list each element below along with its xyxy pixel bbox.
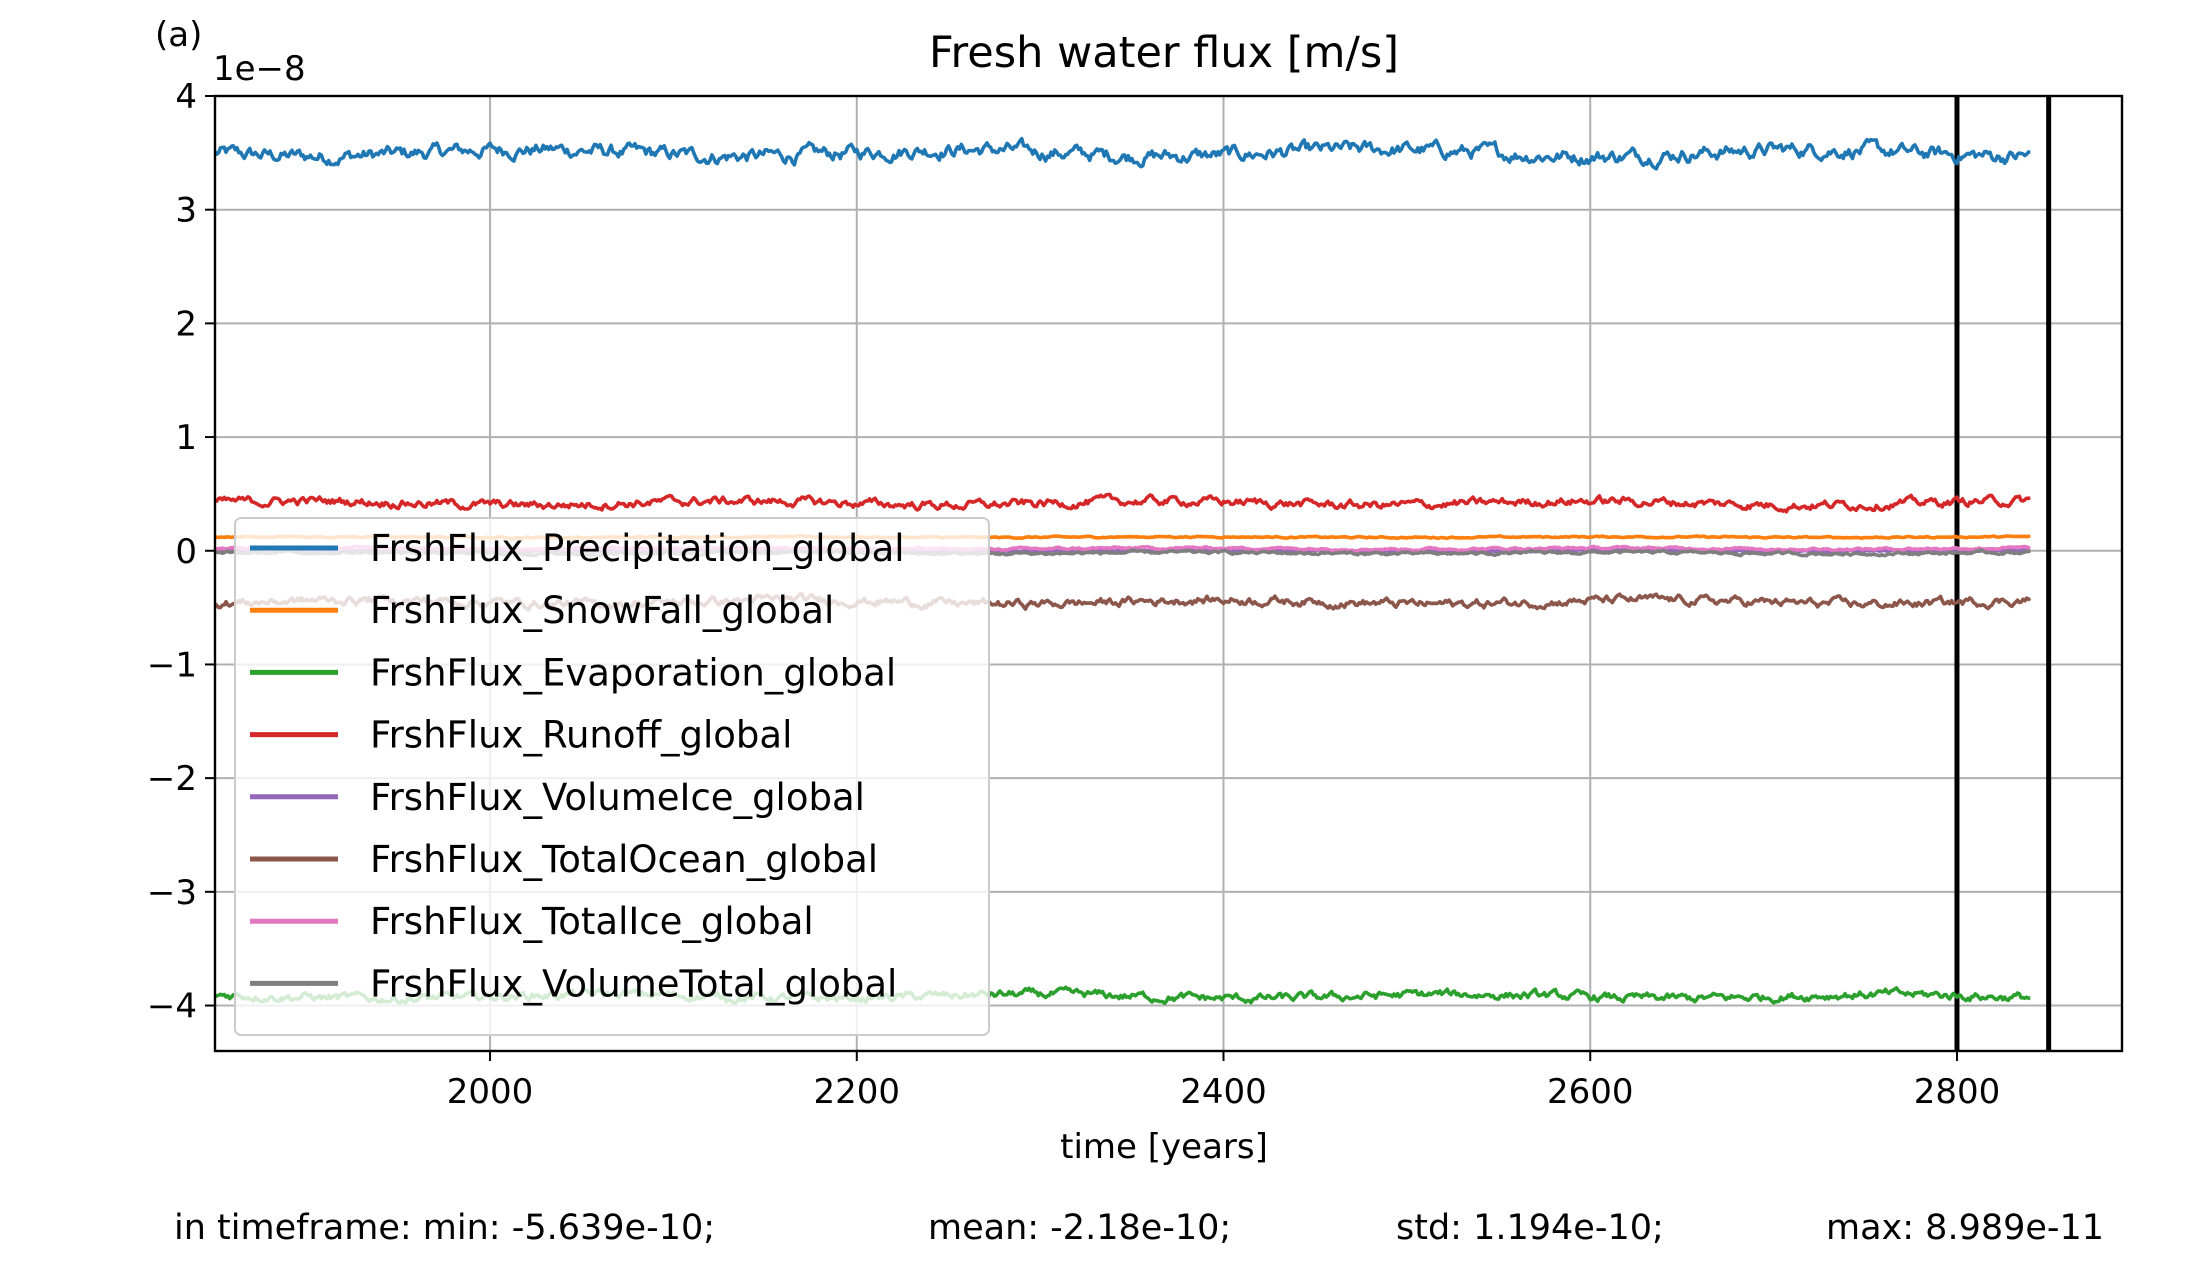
x-axis-ticks: 2000 2200 2400 2600 2800	[447, 1051, 2000, 1112]
y-axis-ticks: −4 −3 −2 −1 0 1 2 3 4	[147, 77, 215, 1027]
series-line	[213, 136, 2031, 171]
legend-box	[234, 517, 990, 1036]
stats-mean: mean: -2.18e-10;	[928, 1208, 1232, 1248]
legend-label: FrshFlux_SnowFall_global	[370, 589, 834, 632]
plot-area-frame	[213, 94, 2124, 1053]
y-tick-label: −2	[147, 759, 197, 799]
statistics-footer: in timeframe: min: -5.639e-10; mean: -2.…	[0, 1208, 2196, 1258]
stats-std: std: 1.194e-10;	[1396, 1208, 1664, 1248]
legend-label: FrshFlux_TotalOcean_global	[370, 838, 878, 881]
legend-label: FrshFlux_Precipitation_global	[370, 527, 905, 570]
y-tick-label: 4	[175, 77, 197, 117]
stats-max: max: 8.989e-11	[1826, 1208, 2105, 1248]
y-tick-label: −3	[147, 873, 197, 913]
legend-label: FrshFlux_VolumeIce_global	[370, 776, 865, 819]
panel-label: (a)	[155, 15, 202, 55]
y-tick-label: 1	[175, 418, 197, 458]
y-offset-label: 1e−8	[213, 49, 306, 89]
y-tick-label: 2	[175, 304, 197, 344]
chart-title: Fresh water flux [m/s]	[929, 28, 1399, 78]
vertical-markers	[1954, 96, 2052, 1051]
x-tick-label: 2600	[1547, 1072, 1634, 1112]
x-tick-label: 2200	[814, 1072, 901, 1112]
legend-label: FrshFlux_Evaporation_global	[370, 651, 896, 694]
x-tick-label: 2800	[1914, 1072, 2001, 1112]
x-axis-label: time [years]	[1060, 1127, 1268, 1167]
legend-label: FrshFlux_TotalIce_global	[370, 900, 814, 943]
y-tick-label: −4	[147, 987, 197, 1027]
series-line	[214, 492, 2031, 514]
y-tick-label: 3	[175, 191, 197, 231]
x-tick-label: 2000	[447, 1072, 534, 1112]
legend: FrshFlux_Precipitation_global FrshFlux_Sn…	[234, 517, 990, 1036]
legend-label: FrshFlux_Runoff_global	[370, 714, 792, 757]
legend-label: FrshFlux_VolumeTotal_global	[370, 962, 897, 1005]
x-tick-label: 2400	[1180, 1072, 1267, 1112]
y-tick-label: 0	[175, 532, 197, 572]
stats-min: in timeframe: min: -5.639e-10;	[174, 1208, 716, 1248]
y-tick-label: −1	[147, 645, 197, 685]
